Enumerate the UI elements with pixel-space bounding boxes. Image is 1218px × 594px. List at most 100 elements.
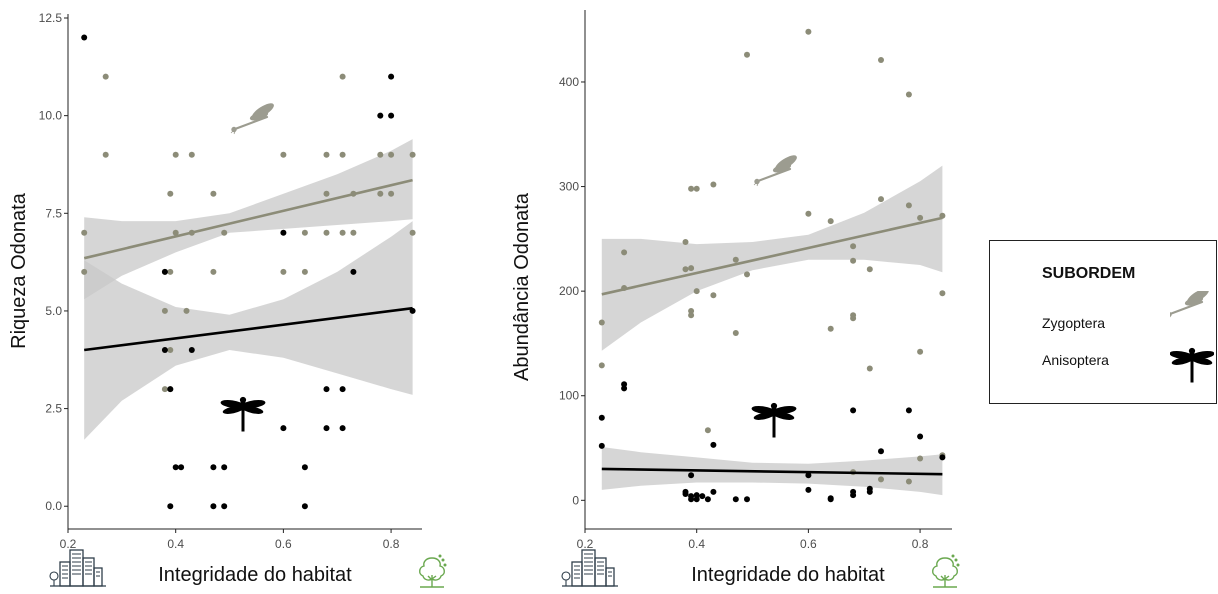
damselfly-icon [752,152,800,188]
x-axis-title: Integridade do habitat [691,564,885,586]
dragonfly-icon [220,396,266,432]
trend-lines [83,178,413,352]
data-point [409,151,416,158]
data-point [688,265,695,272]
data-point [388,190,395,197]
data-point [827,496,834,503]
data-point [805,486,812,493]
x-tick-label: 0.6 [800,537,817,551]
data-point [350,229,357,236]
data-point [827,218,834,225]
data-point [167,347,174,353]
tree-icon [419,554,447,588]
trend-line [601,467,943,476]
damselfly-icon [229,100,277,136]
data-point [81,229,88,236]
legend-label-anisoptera: Anisoptera [1042,352,1109,368]
city-buildings-icon [49,549,107,587]
data-point [598,414,605,421]
data-point [688,308,695,314]
data-point [704,496,711,503]
data-point [905,91,912,98]
data-point [183,307,190,314]
data-point [878,448,884,455]
data-point [339,229,346,236]
x-tick-label: 0.8 [912,537,929,551]
data-point [172,464,179,471]
data-point [850,243,857,250]
data-point [710,441,717,448]
data-point [917,348,924,355]
data-point [905,202,912,209]
data-point [81,268,88,275]
data-point [704,427,711,434]
data-point [688,312,695,319]
data-point [161,307,168,314]
data-point [280,425,287,432]
data-point [688,496,695,503]
y-tick-label: 0.0 [45,499,62,513]
y-tick-label: 0 [572,493,579,507]
confidence-band [601,165,943,351]
x-tick-label: 0.4 [688,537,705,551]
data-point [221,229,228,236]
y-tick-label: 200 [559,284,579,298]
trend-line [84,306,413,352]
y-tick-label: 300 [559,180,579,194]
tree-icon [932,554,960,588]
y-axis-title: Abundância Odonata [511,192,533,381]
data-point [693,288,700,295]
data-point [682,491,689,497]
data-point [693,496,700,503]
data-point [210,268,217,275]
trend-line [601,216,943,296]
data-point [210,464,217,471]
data-point [210,503,217,510]
data-point [301,229,308,236]
y-tick-label: 7.5 [45,206,62,220]
data-point [805,210,812,217]
data-point [850,257,857,264]
y-tick-label: 12.5 [39,11,63,25]
data-point [732,496,739,503]
data-point [377,112,384,119]
data-point [744,51,750,58]
data-point [682,239,689,245]
data-point [744,496,750,503]
data-point [323,425,330,432]
data-point [917,455,924,462]
data-point [878,57,884,63]
y-tick-label: 10.0 [39,109,63,123]
y-axis-title: Riqueza Odonata [8,192,30,349]
data-point [693,492,700,499]
data-point [688,472,695,479]
data-point [850,315,857,322]
axes: 0 100 200 300 400 0.2 0.4 0.6 0.8 [559,10,952,551]
data-point [732,330,739,336]
data-point [409,229,416,236]
data-point [167,268,174,275]
data-point [850,407,857,414]
data-point [102,73,109,80]
data-point [905,407,912,414]
data-point [688,185,695,192]
dragonfly-icon [751,402,797,438]
data-point [744,271,750,278]
x-axis-title: Integridade do habitat [158,564,352,586]
data-point [598,362,605,369]
data-point [178,464,185,471]
data-point [939,290,946,297]
data-point [866,488,873,495]
data-point [161,268,168,275]
data-point [167,386,174,393]
data-point [280,229,287,236]
confidence-bands [601,165,943,496]
abundance-panel: 0 100 200 300 400 0.2 0.4 0.6 0.8 Abundância Odo… [511,10,960,588]
city-buildings-icon [561,549,619,587]
data-point [161,386,168,393]
data-point [917,433,924,440]
data-point [878,476,884,483]
data-point [682,266,689,273]
data-point [339,151,346,158]
